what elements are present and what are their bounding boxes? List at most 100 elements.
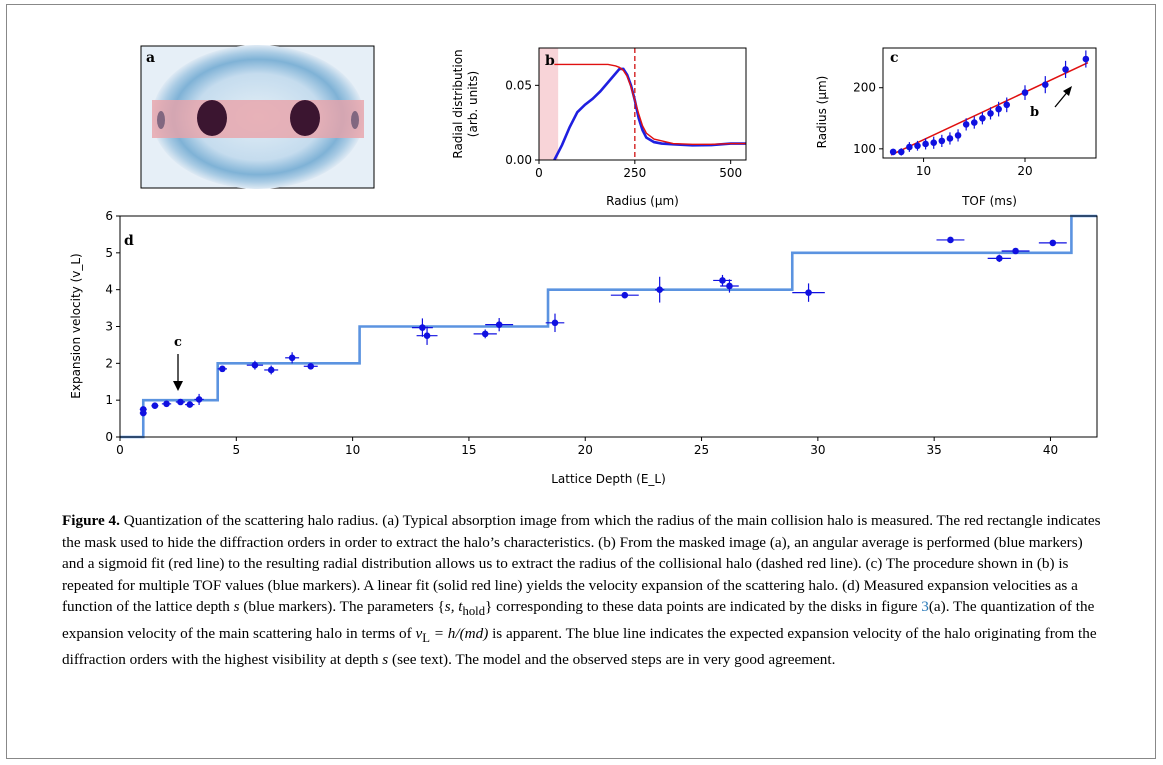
- velocity-data-point: [621, 291, 629, 299]
- velocity-data-point: [251, 361, 259, 369]
- linear-fit-line: [890, 61, 1089, 156]
- tof-data-point: [906, 143, 913, 151]
- panel-label-d: d: [124, 233, 134, 249]
- panel-b-ytick-label: 0.00: [505, 153, 532, 167]
- panel-d-ytick-label: 4: [105, 283, 113, 297]
- panel-label-a: a: [146, 50, 155, 66]
- caption-formula: v: [415, 624, 423, 642]
- panel-b-ylabel-2: (arb. units): [466, 71, 480, 137]
- velocity-data-point: [996, 255, 1003, 262]
- tof-data-point: [1021, 89, 1029, 96]
- tof-data-point: [1003, 101, 1011, 109]
- panel-c-ytick-label: 200: [853, 81, 876, 95]
- velocity-data-point: [163, 400, 170, 408]
- tof-data-point: [970, 119, 978, 126]
- velocity-data-point: [139, 406, 147, 413]
- velocity-data-point: [186, 401, 194, 408]
- tof-data-point: [987, 110, 994, 117]
- tof-data-point: [938, 137, 946, 145]
- velocity-data-point: [423, 332, 431, 340]
- tof-data-point: [889, 148, 897, 156]
- caption-formula-rest: = h/(md): [429, 624, 489, 642]
- panel-d-xtick-label: 0: [116, 443, 124, 457]
- velocity-data-point: [267, 366, 275, 374]
- panel-c: 10 20 100 200 c b TOF (ms) Radius (μm): [815, 47, 1097, 208]
- panel-label-c: c: [890, 50, 899, 66]
- tof-data-point: [954, 132, 962, 139]
- tof-data-point: [946, 135, 954, 142]
- panel-c-ytick-label: 100: [853, 142, 876, 156]
- diffraction-order-left: [197, 100, 227, 136]
- velocity-data-point: [947, 236, 954, 244]
- velocity-data-point: [481, 330, 489, 338]
- panel-d: 0 5 10 15 20 25 30 35 40 0 1 2 3 4 5 6 d c Lattice Dept…: [69, 209, 1098, 486]
- tof-data-point: [897, 148, 905, 156]
- tof-data-point: [914, 142, 921, 150]
- panel-b-xtick-label: 500: [719, 166, 742, 180]
- panel-c-ylabel: Radius (μm): [815, 76, 829, 149]
- caption-text-2: (blue markers). The parameters {: [239, 598, 445, 615]
- caption-var-s: s: [233, 598, 240, 615]
- caption-text-4: (a). The quantization of the expansion v…: [62, 598, 1095, 642]
- panel-d-xtick-label: 30: [810, 443, 825, 457]
- panel-d-xtick-label: 10: [345, 443, 360, 457]
- velocity-data-point: [495, 321, 503, 328]
- panel-d-xtick-label: 15: [461, 443, 476, 457]
- velocity-data-point: [195, 396, 203, 403]
- panel-b: 0 250 500 0.00 0.05 b Radius (μm) Radial dis…: [451, 47, 747, 208]
- velocity-data-point: [288, 354, 296, 362]
- tof-data-point: [930, 139, 938, 147]
- velocity-data-point: [1012, 247, 1019, 255]
- panel-d-xtick-label: 20: [578, 443, 593, 457]
- caption-params-sub: hold: [462, 604, 486, 619]
- caption-text-5: is apparent. The blue line indicates the…: [62, 624, 1097, 669]
- panel-b-ytick-label: 0.05: [505, 78, 532, 92]
- velocity-data-point: [419, 324, 426, 331]
- caption-params: s, t: [444, 598, 463, 615]
- caption-formula-sub: L: [422, 630, 430, 645]
- sigmoid-fit-curve: [554, 63, 746, 146]
- figure-label: Figure 4.: [62, 512, 120, 529]
- tof-data-point: [995, 105, 1002, 113]
- caption-text-6: (see text). The model and the observed s…: [388, 651, 836, 669]
- panel-d-ytick-label: 3: [105, 320, 113, 334]
- velocity-data-point: [307, 362, 315, 370]
- velocity-data-point: [656, 286, 663, 293]
- expected-velocity-steps: [120, 214, 1097, 439]
- panel-c-xtick-label: 20: [1017, 164, 1032, 178]
- panel-b-ylabel-1: Radial distribution: [451, 49, 465, 158]
- panel-c-arrow-label: b: [1030, 105, 1039, 120]
- tof-data-point: [962, 121, 970, 128]
- velocity-data-point: [151, 402, 159, 409]
- panel-d-xtick-label: 5: [232, 443, 240, 457]
- panel-b-xtick-label: 250: [623, 166, 646, 180]
- panel-c-arrowhead: [1063, 86, 1072, 96]
- panel-d-xtick-label: 35: [927, 443, 942, 457]
- shaded-region: [539, 48, 559, 160]
- diffraction-order-right: [290, 100, 320, 136]
- panel-label-b: b: [545, 53, 555, 69]
- panel-d-ytick-label: 0: [105, 430, 113, 444]
- panel-c-xtick-label: 10: [916, 164, 931, 178]
- panel-d-ytick-label: 1: [105, 393, 113, 407]
- tof-data-point: [1041, 81, 1049, 88]
- panel-c-xlabel: TOF (ms): [961, 194, 1017, 208]
- figure-reference-link[interactable]: 3: [921, 598, 929, 615]
- velocity-data-point: [1049, 239, 1057, 247]
- tof-data-point: [922, 140, 929, 148]
- velocity-data-point: [719, 277, 726, 284]
- tof-data-point: [1082, 55, 1090, 63]
- figure-frame: [6, 4, 1156, 759]
- panel-b-xtick-label: 0: [535, 166, 543, 180]
- tof-data-point: [1062, 66, 1069, 73]
- velocity-data-point: [219, 365, 226, 373]
- angular-average-curve: [553, 67, 746, 161]
- caption-text-3: } corresponding to these data points are…: [485, 598, 922, 615]
- figure-caption: Figure 4. Quantization of the scattering…: [62, 510, 1102, 671]
- panel-d-arrowhead: [173, 381, 183, 391]
- velocity-data-point: [726, 282, 733, 290]
- caption-var-s-2: s: [382, 651, 389, 669]
- panel-b-xlabel: Radius (μm): [606, 194, 679, 208]
- panel-d-xtick-label: 25: [694, 443, 709, 457]
